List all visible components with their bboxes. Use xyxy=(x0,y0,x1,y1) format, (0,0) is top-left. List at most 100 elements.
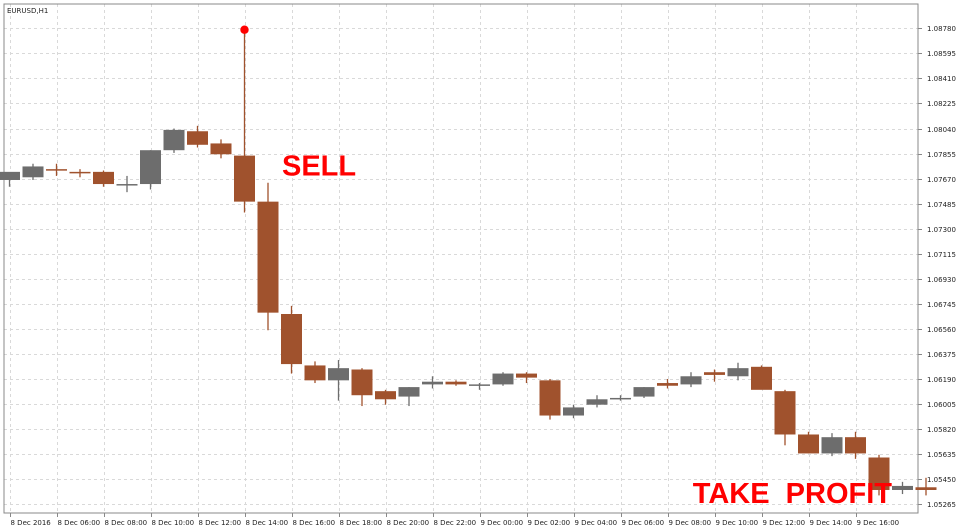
candle xyxy=(774,389,796,446)
x-tick-label: 8 Dec 12:00 xyxy=(199,519,242,527)
candle xyxy=(704,369,725,382)
candle xyxy=(0,171,20,187)
candle xyxy=(821,433,843,457)
x-tick-label: 8 Dec 14:00 xyxy=(246,519,289,527)
candle xyxy=(328,360,349,401)
y-tick-label: 1.07300 xyxy=(927,226,956,234)
candle xyxy=(69,169,91,178)
candle-body xyxy=(868,457,890,490)
y-tick-label: 1.08595 xyxy=(927,50,956,58)
x-tick-label: 8 Dec 20:00 xyxy=(387,519,430,527)
candle-body xyxy=(821,437,843,454)
candle xyxy=(46,163,67,176)
y-tick-label: 1.08780 xyxy=(927,25,956,33)
candle xyxy=(586,395,608,408)
x-tick-label: 8 Dec 22:00 xyxy=(434,519,477,527)
y-tick-label: 1.08410 xyxy=(927,75,956,83)
candle-body xyxy=(892,485,913,490)
y-tick-label: 1.06560 xyxy=(927,326,956,334)
signal-marker-dot xyxy=(240,25,249,34)
candle xyxy=(116,175,138,193)
candle-body xyxy=(751,366,772,390)
y-tick-label: 1.08225 xyxy=(927,100,956,108)
candle xyxy=(257,182,279,331)
candle xyxy=(539,378,561,420)
x-tick-label: 8 Dec 06:00 xyxy=(58,519,101,527)
candle-body xyxy=(539,380,561,416)
candles xyxy=(0,29,937,496)
y-tick-label: 1.08040 xyxy=(927,126,956,134)
x-tick-label: 9 Dec 06:00 xyxy=(622,519,665,527)
x-tick-label: 9 Dec 00:00 xyxy=(481,519,524,527)
x-tick-label: 9 Dec 16:00 xyxy=(857,519,900,527)
candle-body xyxy=(93,171,114,185)
candle xyxy=(210,139,232,159)
candle xyxy=(351,368,373,407)
candle-body xyxy=(163,129,185,151)
sell-label: SELL xyxy=(282,150,356,182)
candle-body xyxy=(210,143,232,155)
y-tick-label: 1.06930 xyxy=(927,276,956,284)
y-tick-label: 1.07855 xyxy=(927,151,956,159)
candle-body xyxy=(469,384,490,386)
candle-body xyxy=(516,373,537,378)
candle xyxy=(234,29,255,213)
candle xyxy=(845,431,866,459)
x-tick-label: 8 Dec 08:00 xyxy=(105,519,148,527)
y-tick-label: 1.06005 xyxy=(927,401,956,409)
candle xyxy=(304,361,326,384)
candle-body xyxy=(375,391,396,400)
x-tick-label: 8 Dec 18:00 xyxy=(340,519,383,527)
candle-body xyxy=(445,381,467,385)
candle xyxy=(375,389,396,405)
candle-body xyxy=(798,434,819,454)
x-tick-label: 9 Dec 08:00 xyxy=(669,519,712,527)
candle-body xyxy=(22,166,44,178)
x-tick-label: 8 Dec 10:00 xyxy=(152,519,195,527)
candle xyxy=(680,372,702,388)
candle xyxy=(633,387,655,398)
x-tick-label: 8 Dec 16:00 xyxy=(293,519,336,527)
candle xyxy=(657,378,678,389)
y-tick-label: 1.05635 xyxy=(927,451,956,459)
candle-body xyxy=(680,376,702,385)
x-tick-label: 9 Dec 14:00 xyxy=(810,519,853,527)
candle xyxy=(727,362,749,381)
candle xyxy=(22,163,44,180)
candle-body xyxy=(234,155,255,202)
y-tick-label: 1.07670 xyxy=(927,176,956,184)
candle-body xyxy=(46,169,67,171)
y-tick-label: 1.07485 xyxy=(927,201,956,209)
grid-lines xyxy=(4,4,918,513)
candle-body xyxy=(257,201,279,313)
candle-body xyxy=(563,407,584,416)
y-tick-label: 1.06375 xyxy=(927,351,956,359)
candle-body xyxy=(633,387,655,397)
candle-body xyxy=(0,171,20,180)
y-tick-label: 1.07115 xyxy=(927,251,956,259)
x-tick-label: 9 Dec 12:00 xyxy=(763,519,806,527)
candle-body xyxy=(422,381,443,385)
annotations: SELL TAKE PROFIT xyxy=(240,25,893,510)
y-tick-label: 1.06190 xyxy=(927,376,956,384)
candle-body xyxy=(328,368,349,381)
candle xyxy=(445,380,467,386)
y-tick-label: 1.05820 xyxy=(927,426,956,434)
candle-body xyxy=(610,397,631,400)
candle xyxy=(516,372,537,384)
candle xyxy=(610,395,631,401)
candle-body xyxy=(398,387,420,397)
candle-body xyxy=(915,487,937,490)
candle xyxy=(892,481,913,495)
take-profit-label: TAKE PROFIT xyxy=(693,478,893,510)
candle xyxy=(469,383,490,390)
y-tick-label: 1.06745 xyxy=(927,301,956,309)
candle xyxy=(398,387,420,407)
candle xyxy=(868,454,890,496)
candle-body xyxy=(774,391,796,435)
candle-body xyxy=(845,437,866,454)
candle-body xyxy=(140,150,161,185)
candle-body xyxy=(187,131,208,145)
candle xyxy=(915,477,937,496)
